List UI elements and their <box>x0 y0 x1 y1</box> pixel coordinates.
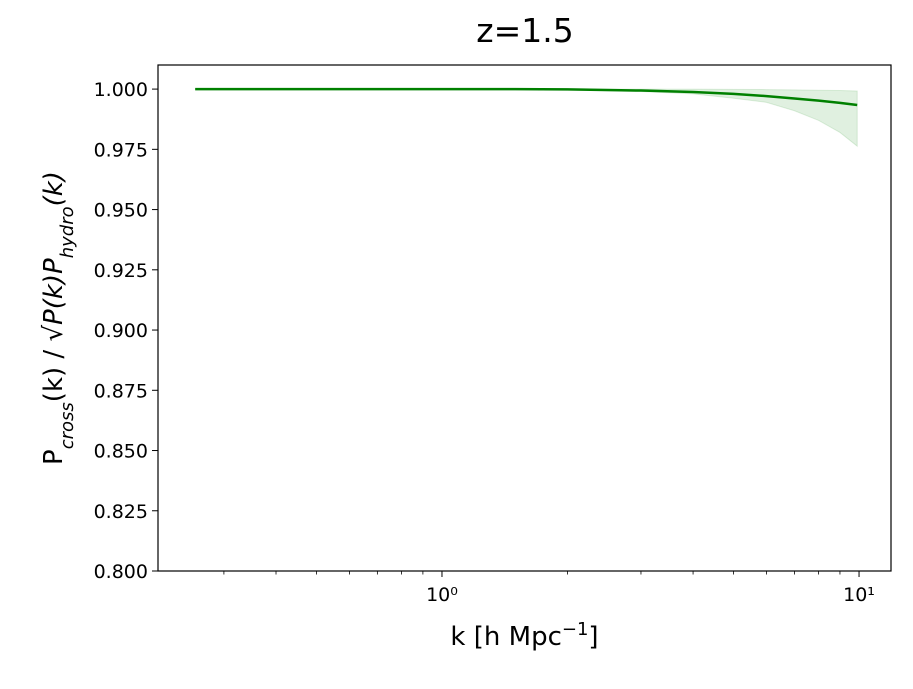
x-axis-label-part: −1 <box>562 619 589 640</box>
x-tick-label: 10¹ <box>843 584 875 606</box>
y-axis-label-part: hydro <box>57 206 78 258</box>
y-tick-label: 0.950 <box>94 200 148 222</box>
y-axis-label: Pcross(k) / √P(k)Phydro(k) <box>39 171 78 465</box>
x-axis-label: k [h Mpc−1] <box>450 619 598 653</box>
y-tick-label: 0.800 <box>94 561 148 583</box>
y-tick-label: 0.975 <box>94 139 148 161</box>
x-axis-label-part: k [h Mpc <box>450 622 561 652</box>
y-tick-label: 0.850 <box>94 441 148 463</box>
error-band <box>195 88 858 148</box>
x-axis-label-part: ] <box>588 622 598 652</box>
y-axis-label-part: P <box>39 449 69 465</box>
plot-frame <box>157 64 892 572</box>
y-tick-label: 0.875 <box>94 380 148 402</box>
y-tick-label: 0.825 <box>94 501 148 523</box>
y-axis-label-part: (k) / √ <box>39 325 69 403</box>
y-axis-label-part: (k) <box>39 171 69 206</box>
line <box>195 87 858 107</box>
x-tick-label: 10⁰ <box>426 584 458 606</box>
y-tick-label: 0.900 <box>94 320 148 342</box>
y-axis-label-part: P(k)P <box>39 258 69 325</box>
y-tick-label: 0.925 <box>94 260 148 282</box>
y-tick-label: 1.000 <box>94 79 148 101</box>
chart-title: z=1.5 <box>476 11 573 50</box>
y-axis-label-part: cross <box>57 402 78 449</box>
